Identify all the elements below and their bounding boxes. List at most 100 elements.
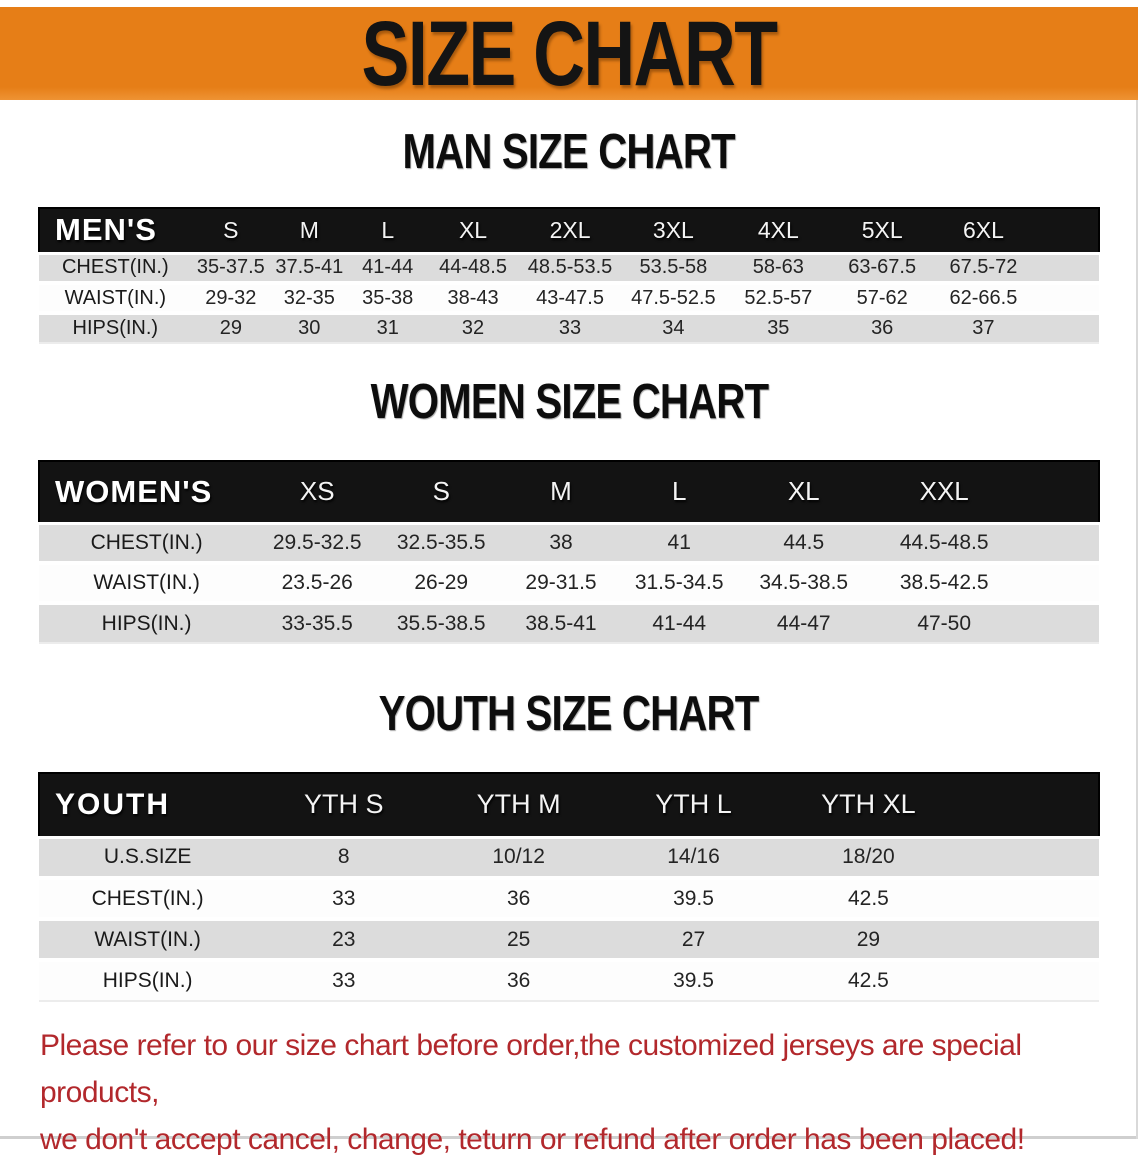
size-value: 47-50 — [868, 603, 1020, 644]
table-row: WAIST(IN.) 23.5-26 26-29 29-31.5 31.5-34.5 34… — [39, 563, 1099, 605]
row-filler — [1019, 521, 1099, 565]
size-value: 48.5-53.5 — [519, 251, 621, 285]
size-value: 23.5-26 — [254, 563, 381, 605]
size-chart-page: SIZE CHART MAN SIZE CHART MEN'S S M L XL 2XL 3… — [0, 7, 1138, 1156]
row-filler — [1033, 283, 1099, 315]
size-value: 37 — [933, 313, 1034, 344]
women-size-table: WOMEN'S XS S M L XL XXL CHEST(IN.) 29.5-32.5 32.5… — [37, 460, 1100, 644]
size-value: 52.5-57 — [725, 283, 831, 315]
size-column-header: M — [270, 207, 349, 254]
size-column-header: 2XL — [519, 207, 621, 254]
size-value: 25 — [431, 919, 607, 962]
men-section-title: MAN SIZE CHART — [0, 128, 1138, 185]
youth-section-title-text: YOUTH SIZE CHART — [379, 687, 760, 741]
size-value: 63-67.5 — [830, 251, 934, 285]
table-group-label: YOUTH — [37, 772, 257, 838]
size-column-header: XXL — [868, 460, 1020, 524]
size-value: 35 — [725, 313, 831, 344]
row-filler — [955, 960, 1099, 1002]
row-filler — [955, 835, 1099, 880]
size-column-header: L — [348, 207, 427, 254]
row-label: HIPS(IN.) — [39, 603, 255, 644]
size-value: 47.5-52.5 — [620, 283, 726, 315]
row-filler — [1019, 563, 1099, 605]
size-value: 31 — [348, 313, 427, 344]
size-value: 36 — [431, 960, 607, 1002]
size-value: 41-44 — [348, 251, 427, 285]
size-value: 18/20 — [780, 835, 956, 880]
size-value: 29 — [780, 919, 956, 962]
women-section-title-text: WOMEN SIZE CHART — [370, 375, 768, 429]
size-value: 29-32 — [191, 283, 271, 315]
size-value: 36 — [431, 878, 607, 921]
table-group-label: MEN'S — [38, 207, 192, 254]
table-group-label: WOMEN'S — [37, 460, 255, 524]
size-value: 10/12 — [431, 835, 607, 880]
size-value: 33-35.5 — [254, 603, 381, 644]
row-filler — [1019, 603, 1099, 644]
banner-title: SIZE CHART — [361, 7, 779, 100]
size-value: 53.5-58 — [620, 251, 726, 285]
men-section-title-text: MAN SIZE CHART — [402, 125, 736, 179]
size-value: 35.5-38.5 — [380, 603, 503, 644]
size-value: 33 — [519, 313, 621, 344]
size-value: 44-48.5 — [426, 251, 520, 285]
header-filler — [1033, 207, 1100, 254]
size-value: 32-35 — [270, 283, 349, 315]
size-value: 27 — [606, 919, 781, 962]
size-value: 33 — [256, 960, 432, 1002]
size-value: 35-37.5 — [191, 251, 271, 285]
size-column-header: YTH M — [431, 772, 607, 838]
size-column-header: YTH S — [256, 772, 432, 838]
size-value: 29-31.5 — [502, 563, 620, 605]
size-value: 58-63 — [725, 251, 831, 285]
size-value: 41 — [619, 521, 739, 565]
youth-section-title: YOUTH SIZE CHART — [0, 690, 1138, 747]
men-size-table: MEN'S S M L XL 2XL 3XL 4XL 5XL 6XL CHEST(IN.) 35-37… — [38, 207, 1100, 344]
size-value: 35-38 — [348, 283, 427, 315]
size-column-header: XS — [254, 460, 381, 524]
row-label: HIPS(IN.) — [39, 313, 192, 344]
row-label: HIPS(IN.) — [39, 960, 257, 1002]
row-label: WAIST(IN.) — [39, 919, 257, 962]
size-column-header: YTH L — [606, 772, 781, 838]
size-value: 36 — [830, 313, 934, 344]
row-filler — [955, 878, 1099, 921]
table-row: HIPS(IN.) 29 30 31 32 33 34 35 36 37 — [39, 313, 1099, 344]
size-value: 34.5-38.5 — [738, 563, 869, 605]
size-value: 43-47.5 — [519, 283, 621, 315]
banner: SIZE CHART — [0, 7, 1138, 100]
youth-size-table: YOUTH YTH S YTH M YTH L YTH XL U.S.SIZE 8 10/12… — [37, 772, 1101, 1002]
row-filler — [955, 919, 1099, 962]
size-column-header: XL — [738, 460, 869, 524]
disclaimer-line-2: we don't accept cancel, change, teturn o… — [40, 1123, 1025, 1156]
size-value: 67.5-72 — [933, 251, 1034, 285]
table-row: WAIST(IN.) 29-32 32-35 35-38 38-43 43-47.5 47.… — [39, 283, 1099, 315]
size-value: 44.5 — [738, 521, 869, 565]
row-label: U.S.SIZE — [39, 835, 257, 880]
size-column-header: YTH XL — [780, 772, 956, 838]
header-filler — [1019, 460, 1100, 524]
size-value: 8 — [256, 835, 432, 880]
size-value: 39.5 — [606, 878, 781, 921]
size-column-header: 6XL — [933, 207, 1034, 254]
size-value: 57-62 — [830, 283, 934, 315]
size-value: 33 — [256, 878, 432, 921]
size-value: 14/16 — [606, 835, 781, 880]
size-value: 23 — [256, 919, 432, 962]
size-value: 32 — [426, 313, 520, 344]
table-row: HIPS(IN.) 33 36 39.5 42.5 — [39, 960, 1099, 1002]
size-value: 38-43 — [426, 283, 520, 315]
size-column-header: 5XL — [830, 207, 934, 254]
size-column-header: L — [619, 460, 739, 524]
row-label: WAIST(IN.) — [39, 283, 192, 315]
size-value: 29.5-32.5 — [254, 521, 381, 565]
size-value: 32.5-35.5 — [380, 521, 503, 565]
size-column-header: S — [380, 460, 503, 524]
table-row: CHEST(IN.) 29.5-32.5 32.5-35.5 38 41 44.5 44.5… — [39, 521, 1099, 565]
row-filler — [1033, 251, 1099, 285]
size-value: 39.5 — [606, 960, 781, 1002]
row-label: CHEST(IN.) — [39, 251, 192, 285]
row-filler — [1033, 313, 1099, 344]
size-value: 62-66.5 — [933, 283, 1034, 315]
